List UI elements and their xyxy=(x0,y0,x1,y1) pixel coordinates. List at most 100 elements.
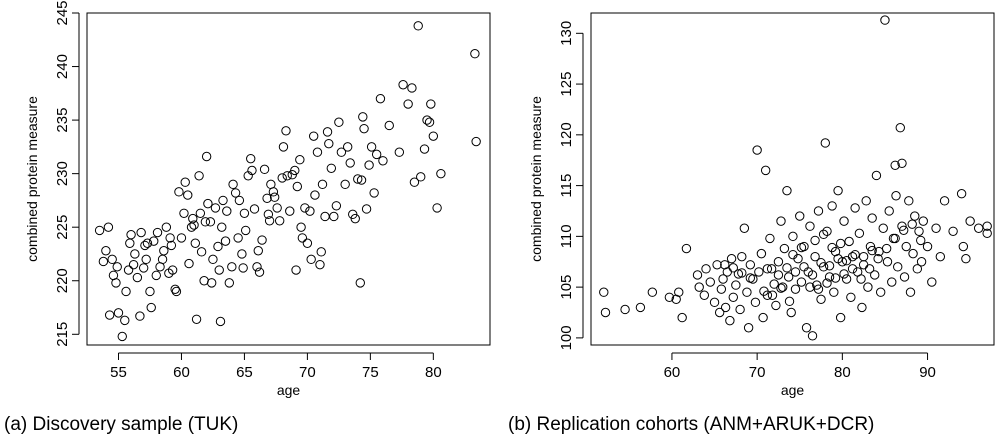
data-point xyxy=(120,315,130,326)
data-point xyxy=(317,179,328,190)
data-point xyxy=(867,245,877,256)
data-point xyxy=(191,314,202,324)
data-point xyxy=(788,231,798,242)
data-point xyxy=(773,257,784,267)
data-point xyxy=(922,241,933,252)
x-tick-label: 60 xyxy=(173,364,190,381)
data-point xyxy=(104,310,115,320)
data-point xyxy=(222,206,232,216)
data-point xyxy=(752,145,762,155)
data-point xyxy=(782,263,792,273)
data-point xyxy=(801,323,812,333)
data-point xyxy=(297,233,308,243)
data-point xyxy=(788,249,798,260)
data-point xyxy=(776,216,786,226)
data-point xyxy=(125,238,135,248)
data-point xyxy=(218,195,228,206)
data-point xyxy=(268,187,279,197)
data-point xyxy=(891,191,901,201)
data-point xyxy=(407,83,417,93)
data-point xyxy=(881,243,892,254)
data-point xyxy=(196,247,207,257)
y-tick-label: 215 xyxy=(54,322,71,347)
y-tick-label: 120 xyxy=(558,122,575,147)
data-point xyxy=(253,246,263,256)
data-point xyxy=(336,147,347,157)
data-point xyxy=(807,331,818,341)
data-point xyxy=(701,264,711,274)
data-point xyxy=(138,263,149,273)
data-point xyxy=(830,273,841,283)
y-tick-label: 105 xyxy=(558,275,575,300)
data-point xyxy=(371,149,382,160)
data-point xyxy=(329,211,339,222)
data-point xyxy=(214,265,224,275)
data-point xyxy=(290,165,300,176)
data-point xyxy=(165,233,175,243)
x-tick-label: 80 xyxy=(425,364,442,381)
data-point xyxy=(778,282,788,292)
data-point xyxy=(262,193,272,203)
data-point xyxy=(771,300,781,311)
data-point xyxy=(195,208,206,218)
data-point xyxy=(409,177,420,187)
x-tick-label: 60 xyxy=(664,364,681,381)
data-point xyxy=(765,233,775,244)
data-point xyxy=(237,249,247,259)
data-point xyxy=(111,278,121,288)
data-point xyxy=(839,216,849,226)
data-point xyxy=(312,147,323,157)
data-point xyxy=(171,286,182,297)
data-point xyxy=(871,170,882,181)
data-point xyxy=(773,270,784,280)
data-point xyxy=(935,251,946,262)
data-point xyxy=(353,174,363,184)
data-point xyxy=(779,243,790,254)
data-point xyxy=(157,254,168,265)
data-point xyxy=(291,265,301,275)
data-point xyxy=(939,196,950,206)
data-point xyxy=(827,242,837,253)
data-point xyxy=(822,278,832,288)
data-point xyxy=(635,302,646,313)
x-tick-label: 70 xyxy=(749,364,766,381)
data-point xyxy=(233,233,243,243)
data-point xyxy=(422,115,432,125)
data-point xyxy=(296,222,306,232)
data-point xyxy=(141,254,151,265)
data-point xyxy=(170,284,180,295)
data-point xyxy=(184,258,194,269)
data-point xyxy=(278,142,289,152)
x-tick-label: 80 xyxy=(834,364,851,381)
data-point xyxy=(973,223,984,233)
data-point xyxy=(756,248,767,259)
y-axis-label: combined protein measure xyxy=(24,96,40,262)
data-point xyxy=(152,227,163,238)
data-point xyxy=(161,222,172,232)
y-tick-label: 245 xyxy=(54,0,71,25)
y-tick-label: 230 xyxy=(54,161,71,186)
data-point xyxy=(709,297,720,308)
data-point xyxy=(320,211,330,222)
data-point xyxy=(737,268,747,278)
data-point xyxy=(813,206,824,216)
data-point xyxy=(720,302,731,313)
data-point xyxy=(228,179,238,190)
data-point xyxy=(145,286,155,297)
data-point xyxy=(858,251,869,262)
data-point xyxy=(263,209,274,220)
chart-panel-b: 60 70 80 90 100 105 110 115 120 125 130 age combined… xyxy=(504,0,1004,446)
data-point xyxy=(918,216,928,226)
data-point xyxy=(795,211,805,221)
data-point xyxy=(846,292,856,302)
data-point xyxy=(908,248,918,259)
data-point xyxy=(812,280,822,290)
data-point xyxy=(694,282,704,292)
data-point xyxy=(784,296,795,307)
data-point xyxy=(783,272,794,282)
data-point xyxy=(174,187,184,197)
data-point xyxy=(203,198,213,209)
data-point xyxy=(863,282,873,292)
data-point xyxy=(776,283,786,293)
data-point xyxy=(274,216,285,226)
